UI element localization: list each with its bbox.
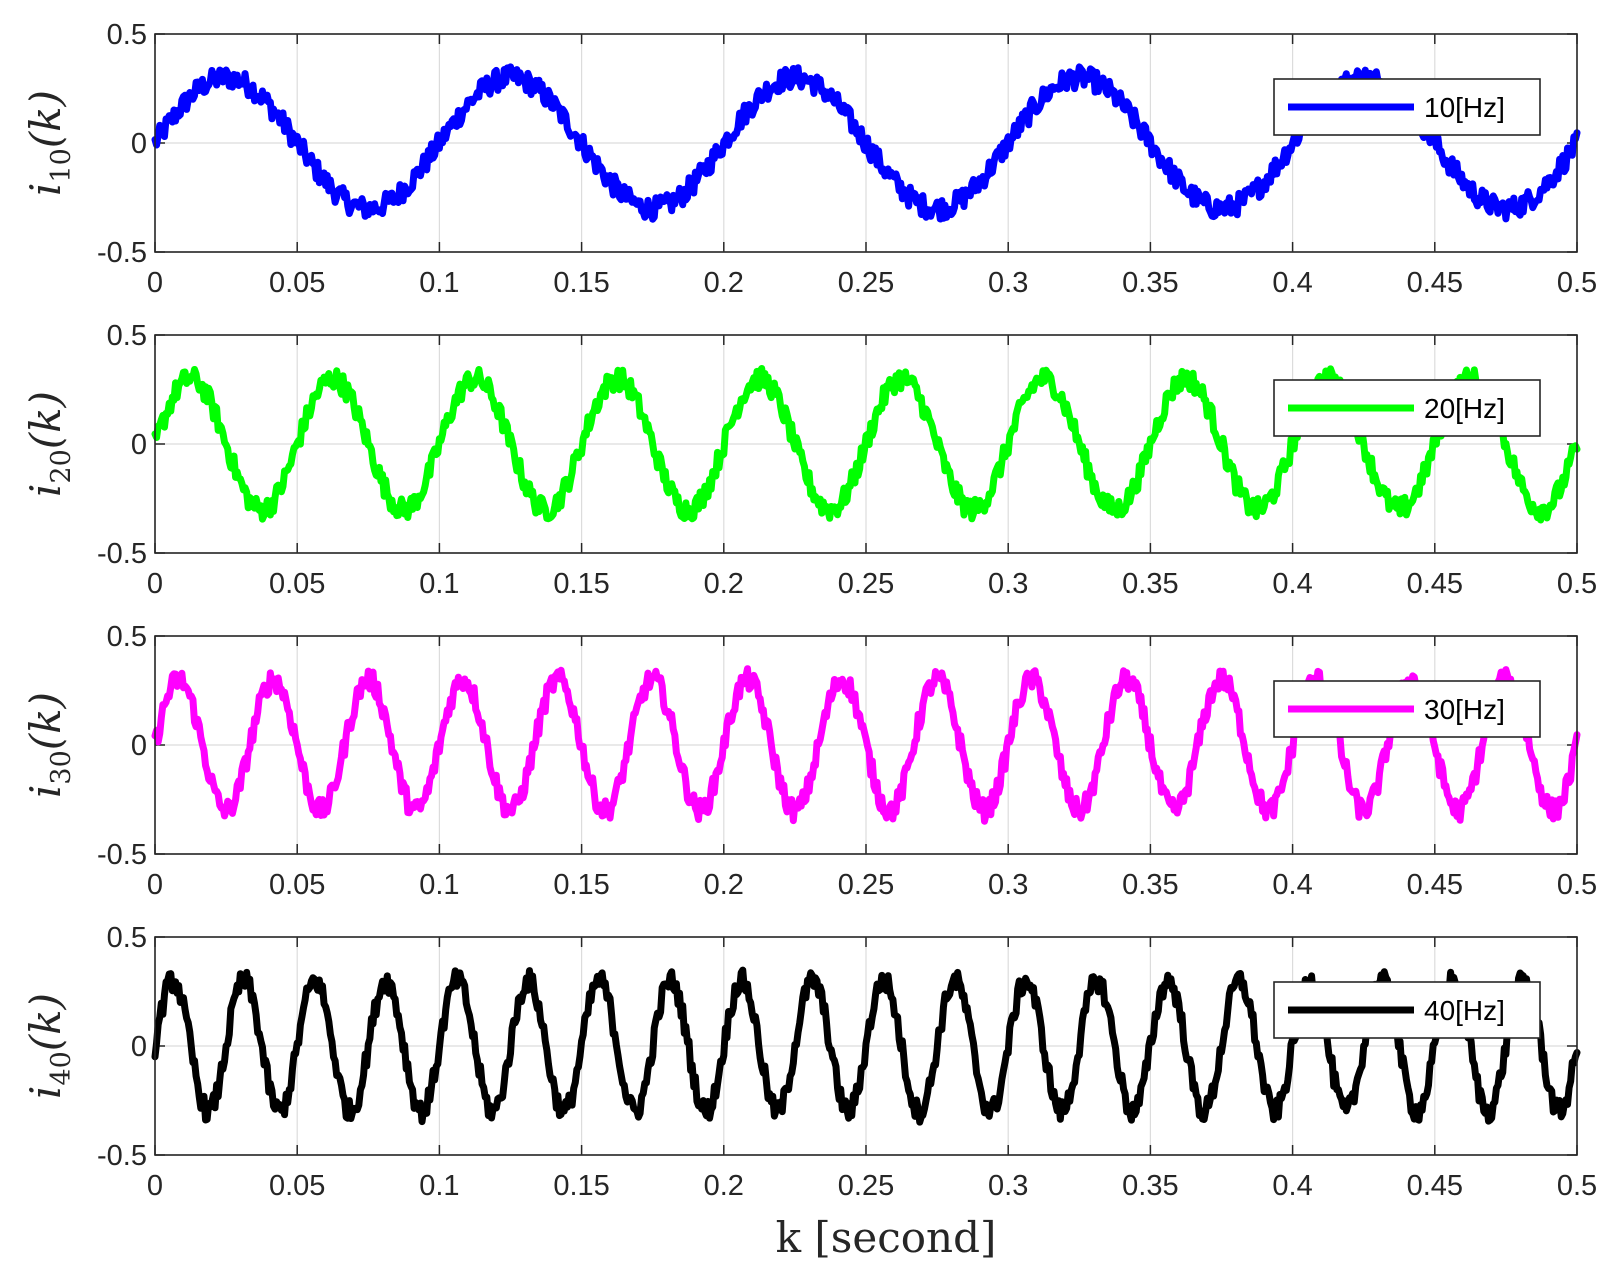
legend-label: 20[Hz] [1424,393,1505,424]
y-label-subscript: 40 [46,1051,77,1085]
x-tick-label: 0 [147,267,163,299]
subplot-3: 0 0.05 0.1 0.15 0.2 0.25 0.3 0.35 0.4 0.45 0.5 -0.5… [21,621,1597,901]
x-tick-label: 0.45 [1407,1170,1463,1202]
y-label-argument: (k) [21,391,70,449]
x-tick-label: 0.5 [1557,1170,1597,1202]
x-tick-label: 0.2 [704,568,744,600]
axes-frame [154,33,1578,253]
y-tick-label: -0.5 [97,1140,147,1172]
axes-frame [154,334,1578,554]
x-tick-label: 0 [147,869,163,901]
legend: 40[Hz] [1273,981,1541,1039]
y-label-subscript: 20 [46,449,77,483]
x-tick-label: 0.5 [1557,267,1597,299]
x-tick-label: 0 [147,1170,163,1202]
y-tick-label: -0.5 [97,839,147,871]
x-tick-label: 0.35 [1122,1170,1178,1202]
legend: 30[Hz] [1273,680,1541,738]
x-tick-label: 0.3 [988,869,1028,901]
y-label-main: i [21,484,70,497]
x-tick-label: 0.35 [1122,568,1178,600]
y-tick-label: -0.5 [97,538,147,570]
y-label-argument: (k) [21,993,70,1051]
axes-frame [154,635,1578,855]
legend-label: 30[Hz] [1424,694,1505,725]
x-tick-label: 0.3 [988,267,1028,299]
x-tick-label: 0.5 [1557,869,1597,901]
y-label-argument: (k) [21,90,70,148]
y-label-subscript: 10 [46,148,77,182]
x-tick-label: 0.4 [1272,267,1312,299]
y-tick-label: 0.5 [107,19,147,51]
y-axis-label: i20(k) [21,391,77,497]
x-tick-label: 0.1 [419,869,459,901]
y-tick-label: 0.5 [107,621,147,653]
y-tick-label: 0 [131,429,147,461]
x-tick-label: 0.15 [553,267,609,299]
legend-label: 40[Hz] [1424,995,1505,1026]
y-label-argument: (k) [21,692,70,750]
x-tick-label: 0.3 [988,568,1028,600]
axes-frame [154,936,1578,1156]
series-line-40hz [151,966,1581,1126]
x-tick-label: 0.2 [704,869,744,901]
x-tick-label: 0.4 [1272,869,1312,901]
x-tick-label: 0.45 [1407,267,1463,299]
x-tick-label: 0 [147,568,163,600]
y-axis-label: i10(k) [21,90,77,196]
x-tick-label: 0.05 [269,1170,325,1202]
x-tick-label: 0.1 [419,1170,459,1202]
y-label-main: i [21,183,70,196]
x-tick-label: 0.35 [1122,267,1178,299]
x-tick-label: 0.2 [704,1170,744,1202]
x-axis-label: k [second] [776,1213,997,1262]
y-axis-label: i30(k) [21,692,77,798]
y-label-subscript: 30 [46,750,77,784]
subplot-2: 0 0.05 0.1 0.15 0.2 0.25 0.3 0.35 0.4 0.45 0.5 -0.5… [21,320,1597,600]
x-tick-label: 0.25 [838,869,894,901]
legend-label: 10[Hz] [1424,92,1505,123]
x-tick-label: 0.4 [1272,568,1312,600]
y-tick-label: -0.5 [97,237,147,269]
x-tick-label: 0.15 [553,1170,609,1202]
y-tick-label: 0.5 [107,320,147,352]
y-label-main: i [21,1086,70,1099]
y-tick-label: 0 [131,128,147,160]
legend: 20[Hz] [1273,379,1541,437]
legend: 10[Hz] [1273,78,1541,136]
x-tick-label: 0.25 [838,568,894,600]
x-tick-label: 0.25 [838,1170,894,1202]
y-tick-label: 0 [131,730,147,762]
subplot-1: 0 0.05 0.1 0.15 0.2 0.25 0.3 0.35 0.4 0.45 0.5 -0.5… [21,19,1597,299]
x-tick-label: 0.4 [1272,1170,1312,1202]
x-tick-label: 0.1 [419,267,459,299]
x-tick-label: 0.15 [553,869,609,901]
x-tick-label: 0.35 [1122,869,1178,901]
y-axis-label: i40(k) [21,993,77,1099]
x-tick-label: 0.25 [838,267,894,299]
x-tick-label: 0.15 [553,568,609,600]
x-tick-label: 0.05 [269,869,325,901]
x-tick-label: 0.05 [269,267,325,299]
x-tick-label: 0.05 [269,568,325,600]
y-label-main: i [21,785,70,798]
x-tick-label: 0.45 [1407,869,1463,901]
x-tick-label: 0.1 [419,568,459,600]
x-tick-label: 0.2 [704,267,744,299]
y-tick-label: 0 [131,1031,147,1063]
x-tick-label: 0.3 [988,1170,1028,1202]
x-tick-label: 0.45 [1407,568,1463,600]
subplot-4: 0 0.05 0.1 0.15 0.2 0.25 0.3 0.35 0.4 0.45 0.5 -0.5… [21,922,1597,1202]
y-tick-label: 0.5 [107,922,147,954]
x-tick-label: 0.5 [1557,568,1597,600]
